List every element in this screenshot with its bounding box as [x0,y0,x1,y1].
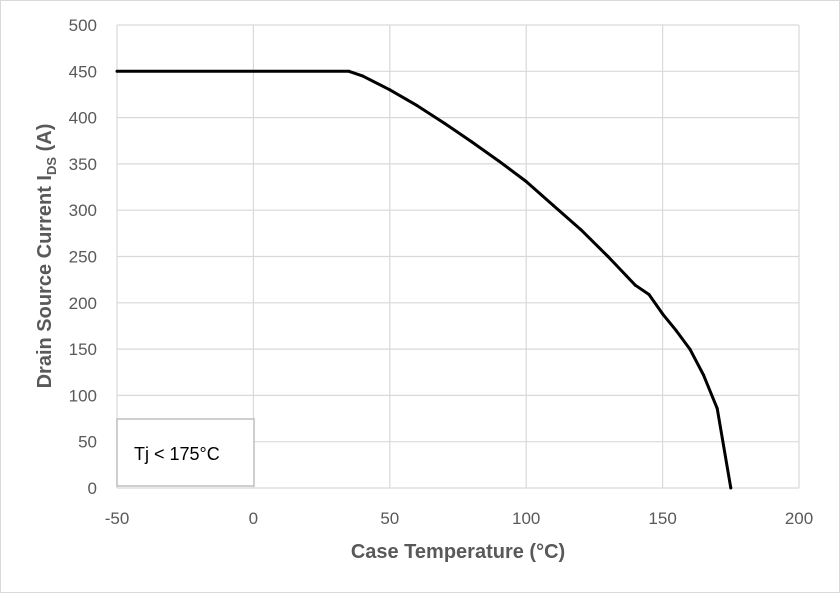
y-axis-title-subscript: DS [44,157,59,175]
data-point [688,347,692,351]
y-tick-label: 450 [69,62,97,81]
y-tick-label: 400 [69,109,97,128]
y-axis-title: Drain Source Current IDS (A) [34,124,59,389]
data-point [552,204,555,208]
y-axis-title-unit: (A) [34,124,56,157]
data-point [579,228,583,232]
y-axis-ticks: 0 50 100 150 200 250 300 350 400 450 500 [69,16,97,498]
data-point [442,121,446,125]
data-point [729,486,733,490]
y-tick-label: 500 [69,16,97,35]
data-point [661,312,665,316]
x-tick-label: 50 [380,509,399,528]
annotation-text: Tj < 175°C [134,444,220,464]
data-point [361,74,364,78]
y-tick-label: 50 [78,433,97,452]
y-tick-label: 100 [69,386,97,405]
data-point [347,69,351,73]
data-point [633,283,637,287]
x-axis-ticks: -50 0 50 100 150 200 [105,509,813,528]
y-tick-label: 200 [69,294,97,313]
data-point [702,373,705,377]
x-tick-label: 100 [512,509,540,528]
data-point [647,293,651,296]
x-tick-label: 200 [785,509,813,528]
y-tick-label: 350 [69,155,97,174]
x-tick-label: 150 [648,509,676,528]
data-point [388,88,392,92]
y-tick-label: 150 [69,340,97,359]
series-line [117,69,733,489]
annotation-box: Tj < 175°C [116,418,255,487]
data-point [524,180,528,183]
x-tick-label: 0 [249,509,258,528]
data-point [715,406,719,410]
x-axis-title: Case Temperature (°C) [351,541,565,563]
data-point [470,140,474,144]
series-group [115,69,733,490]
annotation-box-border [116,418,255,487]
y-axis-title-main: Drain Source Current I [34,175,56,388]
data-point [606,255,610,258]
y-tick-label: 0 [88,479,97,498]
data-point [415,104,419,108]
y-tick-label: 250 [69,248,97,267]
x-tick-label: -50 [105,509,130,528]
data-point [674,329,678,333]
data-point [115,69,119,73]
data-point [497,159,501,163]
y-tick-label: 300 [69,201,97,220]
